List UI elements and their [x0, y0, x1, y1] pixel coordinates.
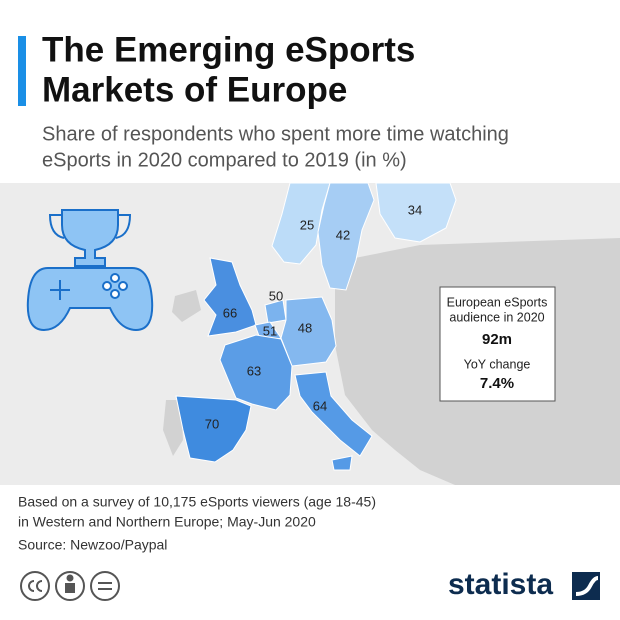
region-value: 63: [247, 363, 261, 378]
subtitle: Share of respondents who spent more time…: [42, 123, 509, 145]
land: [163, 400, 183, 456]
region-value: 25: [300, 217, 314, 232]
info-label: YoY change: [464, 357, 531, 371]
trophy-controller-icon: [26, 209, 154, 332]
info-label: European eSports: [447, 295, 548, 309]
region-value: 50: [269, 288, 283, 303]
region: [294, 371, 373, 457]
footnote: in Western and Northern Europe; May-Jun …: [18, 514, 316, 530]
footnote: Based on a survey of 10,175 eSports view…: [18, 494, 376, 510]
region-value: 42: [336, 227, 350, 242]
accent-bar: [18, 36, 26, 106]
region: [331, 455, 353, 471]
region-value: 48: [298, 320, 312, 335]
region: [317, 182, 375, 291]
license-icons: [20, 571, 120, 601]
region: [280, 296, 337, 367]
region: [175, 395, 252, 463]
region: [219, 334, 293, 411]
brand-icon: [575, 576, 599, 596]
land: [172, 290, 201, 322]
region: [203, 257, 257, 337]
info-value: 7.4%: [480, 375, 514, 392]
region: [375, 182, 457, 243]
region-value: 66: [223, 305, 237, 320]
region-value: 64: [313, 398, 327, 413]
region-value: 51: [263, 323, 277, 338]
region-value: 34: [408, 202, 422, 217]
region-value: 70: [205, 416, 219, 431]
subtitle: eSports in 2020 compared to 2019 (in %): [42, 149, 407, 171]
info-label: audience in 2020: [449, 310, 544, 324]
source: Source: Newzoo/Paypal: [18, 537, 167, 553]
brand-logo: statista: [448, 568, 553, 601]
title: The Emerging eSports: [42, 30, 415, 69]
info-value: 92m: [482, 331, 512, 348]
info-box: [439, 286, 556, 402]
title: Markets of Europe: [42, 70, 347, 109]
